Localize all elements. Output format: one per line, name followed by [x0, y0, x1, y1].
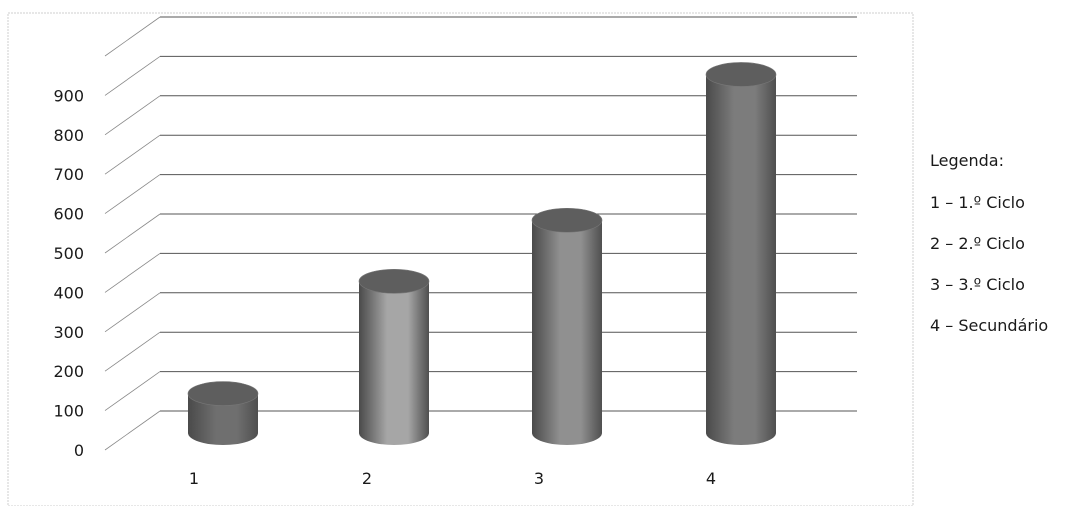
gridline-diagonal — [104, 16, 161, 57]
y-tick-label: 200 — [53, 362, 84, 381]
legend-item: 2 – 2.º Ciclo — [930, 234, 1025, 253]
bar — [358, 269, 430, 445]
legend-title: Legenda: — [930, 151, 1004, 170]
y-tick-label: 300 — [53, 323, 84, 342]
y-tick-label: 500 — [53, 244, 84, 263]
y-tick-label: 800 — [53, 126, 84, 145]
gridline-diagonal — [104, 174, 161, 214]
bar-base — [188, 421, 258, 445]
bar — [187, 381, 259, 445]
gridline-diagonal — [104, 331, 161, 372]
y-tick-label: 600 — [53, 205, 84, 224]
bar-body — [359, 281, 429, 433]
y-tick-label: 100 — [53, 402, 84, 421]
gridline-diagonal — [104, 134, 161, 175]
legend-item: 4 – Secundário — [930, 316, 1049, 335]
x-tick-label: 4 — [706, 469, 716, 488]
gridline-diagonal — [104, 253, 161, 293]
x-tick-label: 1 — [189, 469, 199, 488]
bar-body — [706, 74, 776, 434]
gridline-diagonal — [104, 213, 161, 254]
bar-top — [705, 62, 777, 87]
gridline-diagonal — [104, 292, 161, 333]
bar-top — [187, 381, 259, 406]
y-tick-label: 400 — [53, 283, 84, 302]
legend-item: 1 – 1.º Ciclo — [930, 193, 1025, 212]
legend: Legenda: 1 – 1.º Ciclo 2 – 2.º Ciclo 3 –… — [930, 150, 1065, 356]
bar-base — [532, 421, 602, 445]
y-tick-label: 900 — [53, 86, 84, 105]
gridline-diagonal — [104, 371, 161, 411]
legend-item: 3 – 3.º Ciclo — [930, 275, 1025, 294]
gridline-diagonal — [104, 95, 161, 136]
x-tick-label: 2 — [362, 469, 372, 488]
y-tick-label: 0 — [74, 441, 84, 460]
gridline-diagonal — [104, 410, 161, 451]
bar-body — [532, 220, 602, 433]
bar — [531, 207, 603, 445]
bar-top — [531, 207, 603, 233]
bar-base — [706, 421, 776, 445]
chart-border — [7, 12, 914, 506]
x-tick-label: 3 — [534, 469, 544, 488]
gridline-diagonal — [104, 56, 161, 96]
y-tick-label: 700 — [53, 165, 84, 184]
bar-base — [359, 421, 429, 445]
bar-top — [358, 269, 430, 294]
bar — [705, 62, 777, 445]
